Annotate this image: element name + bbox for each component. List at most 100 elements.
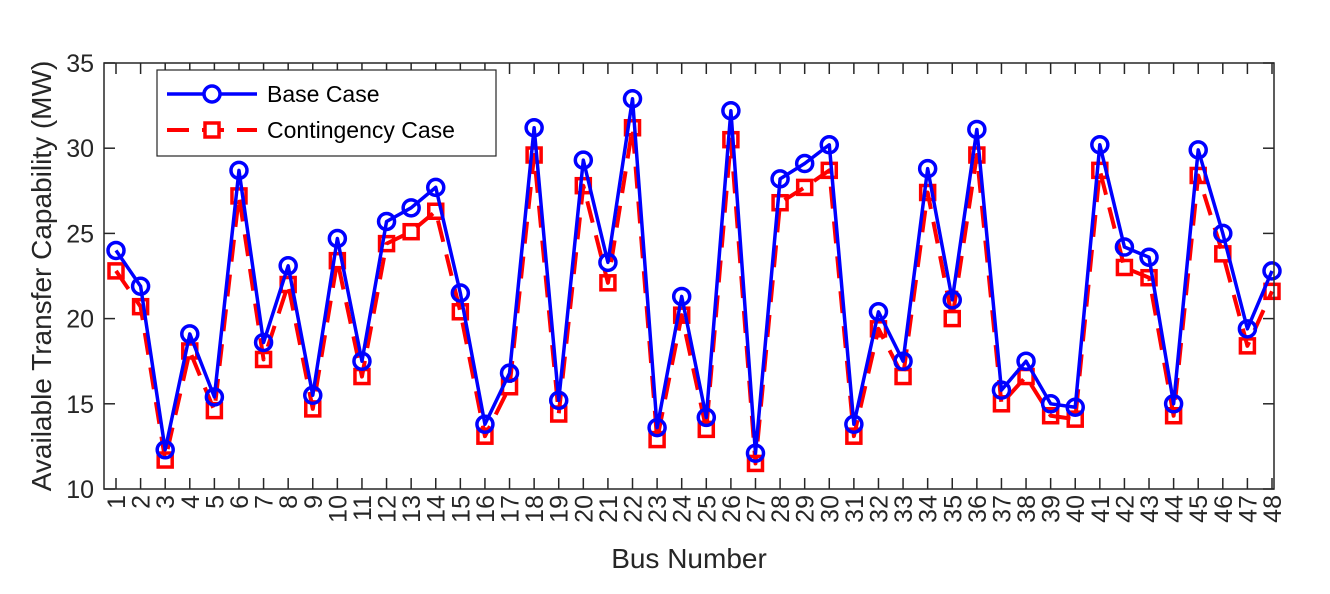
- data-point-base-case: [499, 363, 520, 383]
- x-axis: 1234567891011121314151617181920212223242…: [103, 63, 1287, 523]
- x-tick-label: 17: [497, 495, 525, 523]
- x-tick-label: 20: [570, 495, 598, 523]
- x-tick-label: 30: [816, 495, 844, 523]
- data-point-base-case: [696, 407, 717, 428]
- data-point-base-case: [524, 118, 544, 138]
- legend-box: [156, 69, 497, 157]
- x-tick-label: 35: [939, 495, 967, 523]
- x-tick-label: 29: [792, 495, 820, 523]
- data-point-contingency-case: [1115, 258, 1134, 277]
- data-point-base-case: [425, 177, 446, 198]
- x-axis-title: Bus Number: [611, 543, 767, 574]
- x-tick-label: 8: [275, 495, 303, 509]
- data-point-base-case: [868, 302, 889, 322]
- data-point-contingency-case: [697, 420, 716, 439]
- x-tick-label: 24: [669, 495, 697, 523]
- data-point-contingency-case: [795, 178, 814, 197]
- x-tick-label: 1: [103, 495, 131, 509]
- x-tick-label: 3: [152, 495, 180, 509]
- x-tick-label: 48: [1259, 495, 1287, 523]
- data-point-contingency-case: [845, 427, 863, 445]
- x-tick-label: 44: [1161, 495, 1189, 523]
- data-point-base-case: [1065, 397, 1085, 417]
- data-point-contingency-case: [648, 430, 666, 449]
- data-point-base-case: [303, 385, 323, 406]
- series-layer: [106, 89, 1282, 473]
- data-point-base-case: [278, 256, 298, 276]
- x-tick-label: 33: [890, 495, 918, 523]
- data-point-base-case: [794, 153, 815, 174]
- data-point-contingency-case: [107, 262, 125, 280]
- data-point-base-case: [1114, 237, 1135, 257]
- x-tick-label: 36: [964, 495, 992, 523]
- legend-entry-contingency-case: Contingency Case: [167, 117, 455, 143]
- data-point-base-case: [671, 286, 692, 307]
- x-tick-label: 16: [472, 495, 500, 523]
- x-tick-label: 10: [324, 495, 352, 523]
- data-point-base-case: [376, 211, 397, 232]
- x-tick-label: 21: [595, 495, 623, 523]
- legend-label-base-case: Base Case: [267, 81, 380, 107]
- data-point-contingency-case: [1066, 410, 1084, 428]
- data-point-contingency-case: [1041, 406, 1060, 425]
- data-point-contingency-case: [156, 451, 174, 469]
- x-tick-label: 9: [300, 495, 328, 509]
- data-point-base-case: [1040, 394, 1061, 414]
- x-tick-label: 4: [177, 495, 205, 509]
- legend-entry-base-case: Base Case: [167, 81, 380, 107]
- data-point-base-case: [745, 443, 766, 463]
- data-point-contingency-case: [476, 427, 494, 445]
- data-point-base-case: [204, 387, 225, 407]
- x-tick-label: 18: [521, 495, 549, 523]
- data-point-contingency-case: [525, 146, 543, 164]
- data-point-contingency-case: [328, 251, 347, 270]
- x-tick-label: 38: [1013, 495, 1041, 523]
- data-point-base-case: [548, 390, 569, 411]
- data-point-base-case: [770, 169, 790, 189]
- data-point-contingency-case: [746, 454, 765, 473]
- data-point-base-case: [327, 228, 348, 249]
- data-point-contingency-case: [672, 306, 691, 324]
- series-line-base-case: [114, 97, 1274, 455]
- x-tick-label: 22: [620, 495, 648, 523]
- data-point-base-case: [967, 119, 987, 140]
- data-point-contingency-case: [599, 274, 617, 292]
- x-tick-label: 12: [374, 495, 402, 523]
- x-tick-label: 7: [251, 495, 279, 509]
- data-point-contingency-case: [918, 183, 937, 202]
- data-point-base-case: [106, 240, 126, 261]
- legend-swatch-marker-base-case: [202, 84, 222, 104]
- data-point-base-case: [844, 414, 864, 434]
- data-point-base-case: [180, 324, 200, 344]
- data-point-base-case: [475, 414, 495, 434]
- series-base-case: [106, 89, 1282, 463]
- data-point-base-case: [942, 290, 963, 310]
- data-point-contingency-case: [254, 350, 273, 369]
- x-tick-label: 37: [988, 495, 1016, 523]
- y-axis-title: Available Transfer Capability (MW): [26, 61, 57, 492]
- x-tick-label: 26: [718, 495, 746, 523]
- data-point-base-case: [1262, 261, 1282, 281]
- x-tick-label: 23: [644, 495, 672, 523]
- legend-label-contingency-case: Contingency Case: [267, 117, 455, 143]
- x-tick-label: 5: [201, 495, 229, 509]
- data-point-contingency-case: [1238, 337, 1257, 355]
- plot-border: [103, 62, 1275, 490]
- series-contingency-case: [107, 119, 1281, 473]
- data-point-base-case: [155, 440, 175, 460]
- data-point-contingency-case: [451, 303, 470, 321]
- data-point-contingency-case: [943, 309, 962, 328]
- x-tick-label: 15: [447, 495, 475, 523]
- x-tick-label: 27: [742, 495, 770, 523]
- data-point-base-case: [229, 160, 249, 181]
- data-point-base-case: [1139, 247, 1159, 268]
- x-tick-label: 40: [1062, 495, 1090, 523]
- x-tick-label: 43: [1136, 495, 1164, 523]
- data-point-base-case: [1188, 140, 1208, 160]
- data-point-base-case: [893, 351, 913, 371]
- data-point-base-case: [991, 380, 1012, 400]
- data-point-base-case: [573, 150, 594, 170]
- x-tick-label: 41: [1087, 495, 1115, 523]
- x-tick-label: 45: [1185, 495, 1213, 523]
